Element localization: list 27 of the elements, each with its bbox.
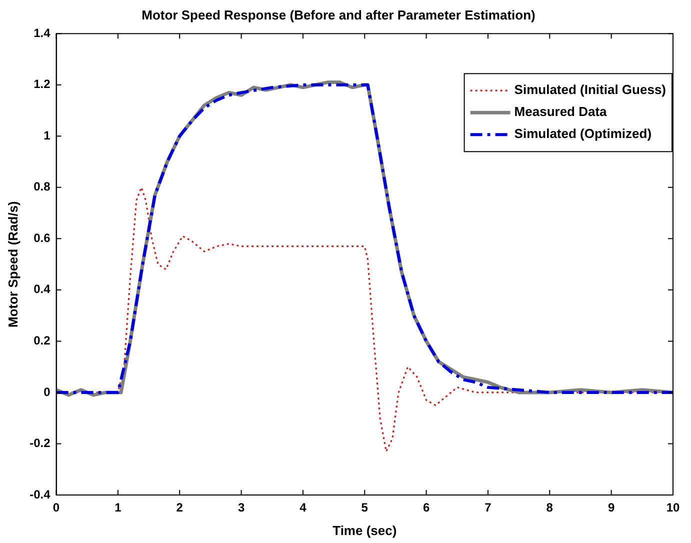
chart-title: Motor Speed Response (Before and after Parameter Estimation) bbox=[142, 7, 536, 22]
x-tick-label: 0 bbox=[52, 500, 60, 515]
y-tick-label: 1.2 bbox=[34, 77, 51, 92]
y-tick-label: 0.6 bbox=[34, 230, 51, 245]
y-tick-label: 1 bbox=[44, 128, 51, 142]
x-tick-label: 5 bbox=[361, 500, 368, 515]
legend-label: Measured Data bbox=[514, 104, 608, 120]
x-tick-label: 7 bbox=[484, 500, 492, 515]
y-tick-label: 0.2 bbox=[34, 334, 51, 348]
x-tick-label: 10 bbox=[666, 500, 680, 515]
y-tick-label: 0 bbox=[44, 384, 51, 399]
y-tick-label: -0.2 bbox=[30, 436, 51, 450]
x-tick-label: 3 bbox=[238, 500, 245, 515]
y-axis-title: Motor Speed (Rad/s) bbox=[5, 201, 20, 328]
x-tick-label: 1 bbox=[114, 500, 122, 515]
x-axis-title: Time (sec) bbox=[332, 522, 397, 538]
legend-label: Simulated (Initial Guess) bbox=[514, 82, 666, 98]
x-tick-label: 2 bbox=[176, 500, 184, 515]
y-tick-label: 0.8 bbox=[34, 180, 51, 194]
x-tick-label: 9 bbox=[608, 500, 615, 515]
x-tick-label: 4 bbox=[300, 500, 307, 515]
y-tick-label: -0.4 bbox=[30, 487, 51, 502]
x-tick-label: 8 bbox=[546, 500, 554, 515]
y-tick-label: 0.4 bbox=[34, 282, 51, 296]
legend-label: Simulated (Optimized) bbox=[514, 126, 652, 142]
y-tick-label: 1.4 bbox=[34, 26, 51, 40]
x-tick-label: 6 bbox=[422, 500, 430, 515]
